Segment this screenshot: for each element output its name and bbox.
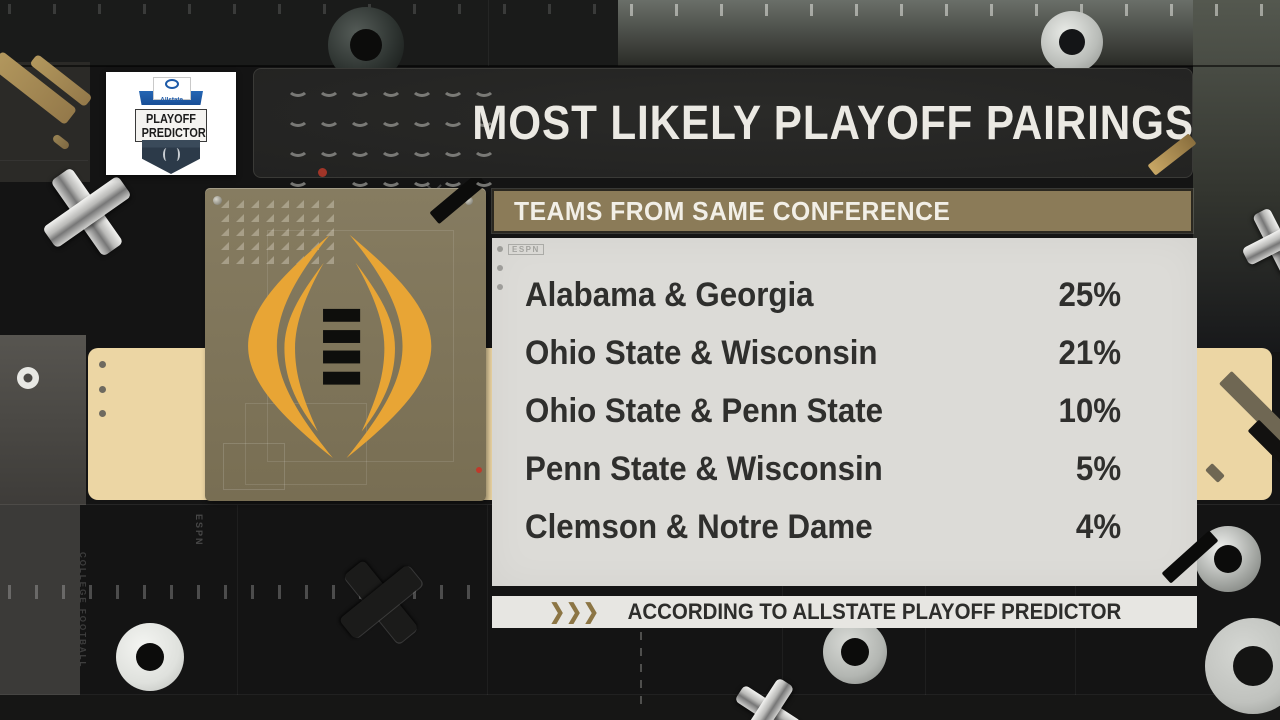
pairing-teams: Ohio State & Wisconsin: [525, 333, 878, 372]
table-row: Penn State & Wisconsin 5%: [492, 440, 1197, 498]
red-dot: [476, 467, 482, 473]
embossed-x: [334, 555, 429, 650]
mini-cfp-icon: [173, 148, 180, 161]
screw-icon: [465, 197, 473, 205]
badge-line1: PLAYOFF: [146, 111, 196, 126]
screw-icon: [497, 265, 503, 271]
washer-ring: [1205, 618, 1280, 714]
allstate-label: Allstate: [160, 97, 184, 104]
table-row: Clemson & Notre Dame 4%: [492, 498, 1197, 556]
pairing-teams: Alabama & Georgia: [525, 275, 814, 314]
bg-right-slate-panel: [1193, 0, 1280, 352]
pairing-teams: Penn State & Wisconsin: [525, 449, 883, 488]
washer-ring: [823, 620, 887, 684]
mini-cfp-icon: [163, 148, 170, 161]
chrome-x: [729, 672, 807, 720]
chrome-x: [35, 160, 139, 264]
playoff-predictor-badge: PLAYOFF PREDICTOR: [135, 109, 207, 142]
pairing-probability: 10%: [1058, 391, 1121, 430]
cfp-football-logo: [248, 234, 432, 459]
chevrons-icon: ❯❯❯: [549, 600, 600, 624]
rivet-grid: [254, 69, 495, 187]
category-header-bar: TEAMS FROM SAME CONFERENCE: [492, 189, 1193, 233]
bg-seam-vertical: [237, 505, 238, 695]
table-row: Ohio State & Wisconsin 21%: [492, 324, 1197, 382]
pairing-teams: Ohio State & Penn State: [525, 391, 884, 430]
bg-left-bottom-panel: [0, 505, 80, 720]
tick-marks: [630, 4, 1270, 16]
pairing-probability: 21%: [1058, 333, 1121, 372]
badge-line2: PREDICTOR: [141, 125, 206, 140]
screw-icon: [213, 196, 222, 205]
table-row: Alabama & Georgia 25%: [492, 266, 1197, 324]
attribution-bar: ❯❯❯ ACCORDING TO ALLSTATE PLAYOFF PREDIC…: [492, 596, 1197, 628]
title-panel: MOST LIKELY PLAYOFF PAIRINGS: [253, 68, 1194, 187]
tan-band-dot: [99, 361, 106, 368]
bg-seam-vertical: [487, 505, 488, 695]
cfp-pennant: [142, 140, 200, 174]
pairing-probability: 25%: [1058, 275, 1121, 314]
triangle-pattern: [211, 192, 351, 272]
tick-marks: [8, 4, 608, 14]
allstate-playoff-predictor-logo: Allstate PLAYOFF PREDICTOR: [106, 72, 236, 175]
tan-band-dot: [99, 410, 106, 417]
espn-stencil-vertical: ESPN: [194, 514, 204, 547]
attribution-text: ACCORDING TO ALLSTATE PLAYOFF PREDICTOR: [627, 599, 1122, 624]
table-row: Ohio State & Penn State 10%: [492, 382, 1197, 440]
dashed-line: [640, 632, 642, 707]
bg-left-mid-panel: [0, 335, 86, 505]
pairing-teams: Clemson & Notre Dame: [525, 507, 873, 546]
washer-ring: [116, 623, 184, 691]
espn-logo-stencil: ESPN: [508, 244, 544, 255]
allstate-hands-icon: [165, 79, 179, 89]
grommet: [17, 367, 39, 389]
tan-band-dot: [99, 386, 106, 393]
page-title: MOST LIKELY PLAYOFF PAIRINGS: [472, 96, 1194, 150]
bg-seam-vertical: [488, 0, 489, 66]
bg-seam-horizontal: [0, 160, 88, 161]
bg-seam-horizontal: [0, 65, 1280, 67]
pairings-table: ESPN Alabama & Georgia 25% Ohio State & …: [492, 238, 1197, 586]
pairing-probability: 5%: [1075, 449, 1121, 488]
screw-icon: [497, 284, 503, 290]
washer-ring: [1041, 11, 1103, 73]
pairing-probability: 4%: [1075, 507, 1121, 546]
bg-top-left-panel: [0, 0, 618, 66]
blueprint-line: [223, 443, 285, 490]
allstate-chip: Allstate: [153, 77, 191, 104]
category-header-label: TEAMS FROM SAME CONFERENCE: [514, 195, 951, 226]
screw-icon: [497, 246, 503, 252]
college-football-stencil: COLLEGE FOOTBALL: [78, 552, 87, 669]
cfp-logo-panel: [205, 172, 487, 501]
